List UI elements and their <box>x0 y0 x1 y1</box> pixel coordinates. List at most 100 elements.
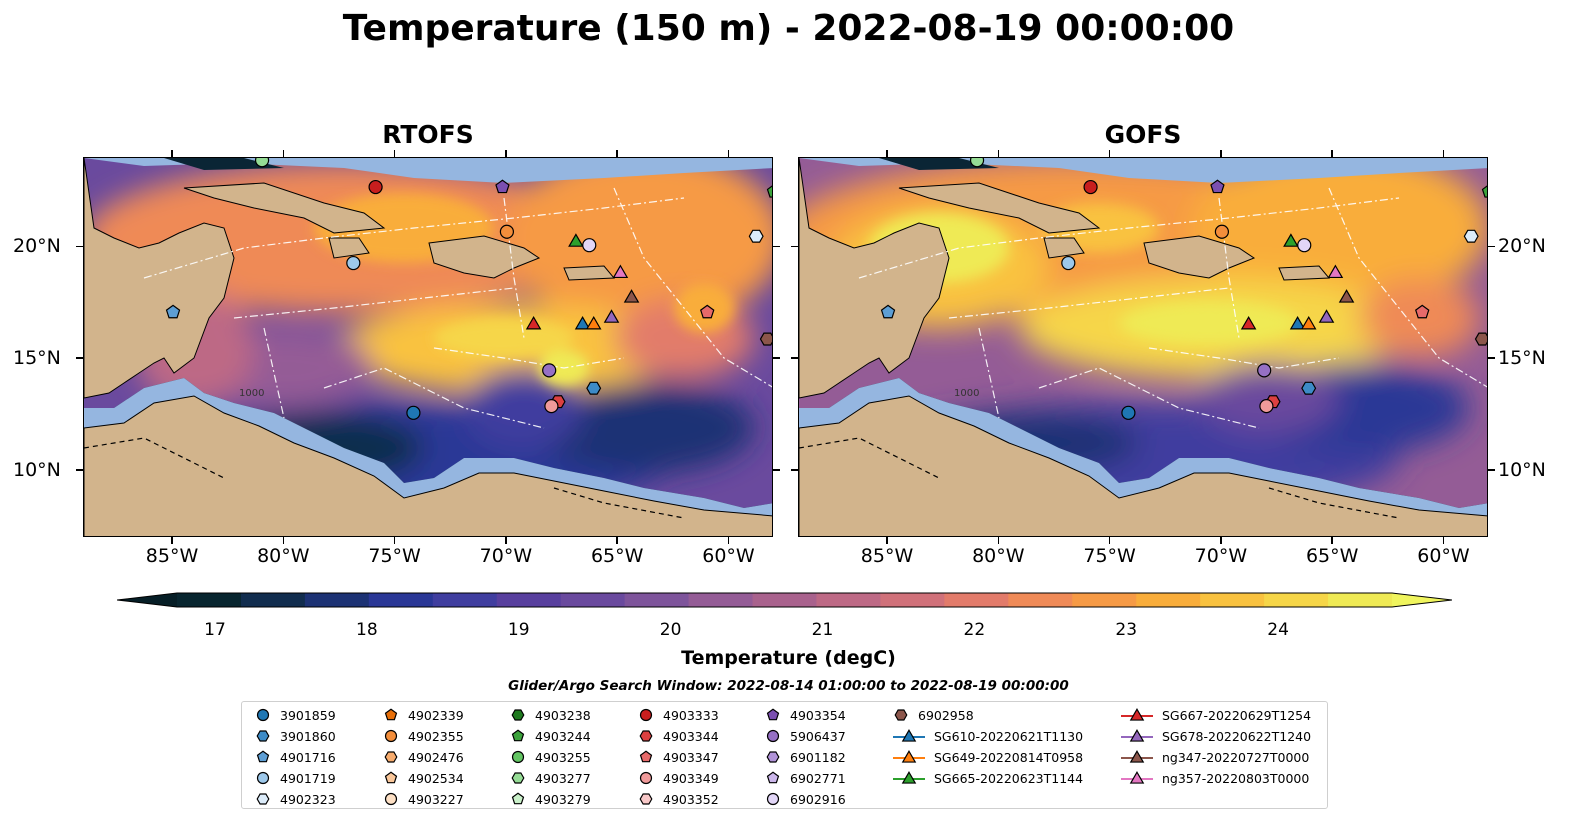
colorbar-tick-label: 24 <box>1267 620 1289 640</box>
y-tick-label: 10°N <box>13 458 61 481</box>
platform-marker <box>585 315 602 330</box>
legend-entry: 4902476 <box>382 747 464 767</box>
legend-marker-icon <box>639 771 653 785</box>
legend-entry: 4903255 <box>509 747 591 767</box>
legend-marker-icon <box>766 792 780 806</box>
platform-marker <box>1210 179 1225 194</box>
legend-label: 4902355 <box>408 728 464 744</box>
panel-title-gofs: GOFS <box>1104 120 1182 149</box>
platform-marker <box>1061 255 1076 271</box>
x-tick-mark-top <box>727 150 730 157</box>
legend-entry: ng347-20220727T0000 <box>1120 747 1309 767</box>
map-gofs[interactable]: 1000 <box>798 157 1488 537</box>
y-tick-mark <box>1488 357 1495 359</box>
y-tick-mark <box>76 357 83 359</box>
y-tick-label: 20°N <box>1498 235 1546 258</box>
legend-marker-icon <box>511 772 525 784</box>
y-tick-mark <box>773 357 780 359</box>
legend-entry: 4903227 <box>382 789 464 809</box>
legend-label: 5906437 <box>790 728 846 744</box>
map-rtofs[interactable]: 1000 <box>83 157 773 537</box>
y-tick-mark <box>773 245 780 248</box>
platform-marker <box>1214 224 1230 239</box>
legend-label: 4903349 <box>663 770 719 786</box>
y-tick-mark <box>76 245 83 248</box>
x-tick-label: 80°W <box>257 545 310 567</box>
platform-marker <box>1318 309 1335 323</box>
legend-label: 6902958 <box>918 707 974 723</box>
legend-entry: 4902339 <box>382 705 464 725</box>
x-tick-mark-top <box>1331 150 1333 157</box>
map-rtofs-canvas: 1000 <box>84 158 772 536</box>
platform-marker <box>1301 381 1317 395</box>
colorbar-segment <box>752 593 817 607</box>
panel-title-rtofs: RTOFS <box>382 120 474 149</box>
legend-label: 4903244 <box>535 728 591 744</box>
legend-entry: 4903349 <box>637 768 719 788</box>
map-gofs-canvas: 1000 <box>799 158 1487 536</box>
colorbar-tick-label: 17 <box>204 620 226 640</box>
colorbar-segment <box>496 593 562 607</box>
platform-marker <box>542 363 557 378</box>
x-tick-mark <box>171 537 173 544</box>
colorbar-segment <box>1328 593 1393 607</box>
colorbar <box>117 592 1452 608</box>
legend-entry: SG610-20220621T1130 <box>892 726 1083 746</box>
legend-marker-icon <box>766 708 780 721</box>
legend-marker-icon <box>766 751 780 763</box>
platform-marker <box>748 229 764 243</box>
country-borders <box>84 437 685 519</box>
x-tick-label: 85°W <box>860 545 914 567</box>
legend-marker-icon <box>1121 771 1153 784</box>
legend-entry: 4903279 <box>509 789 591 809</box>
legend-label: SG649-20220814T0958 <box>934 749 1084 765</box>
legend-entry: SG665-20220623T1144 <box>892 768 1083 788</box>
colorbar-segment <box>1136 593 1201 607</box>
colorbar-segment <box>1072 593 1137 607</box>
x-tick-mark <box>886 537 888 544</box>
y-tick-label: 10°N <box>1498 458 1546 481</box>
colorbar-segment <box>944 593 1009 607</box>
colorbar-tick-label: 20 <box>659 620 682 640</box>
y-tick-mark <box>791 357 798 359</box>
colorbar-tick-label: 18 <box>356 620 378 640</box>
x-tick-mark <box>1331 537 1333 544</box>
platform-marker <box>582 238 597 253</box>
legend-marker-icon <box>639 793 653 805</box>
legend-label: 4902534 <box>408 770 464 786</box>
search-window-text: Glider/Argo Search Window: 2022-08-14 01… <box>508 678 1069 694</box>
colorbar-segment <box>624 593 690 607</box>
colorbar-tick-label: 21 <box>811 620 834 640</box>
x-tick-label: 60°W <box>702 545 755 567</box>
x-tick-mark-top <box>1220 150 1222 157</box>
x-tick-mark <box>282 537 285 544</box>
contour-label: 1000 <box>954 388 979 399</box>
platform-markers <box>165 158 772 420</box>
platform-marker <box>700 304 715 319</box>
legend-marker-icon <box>256 793 270 805</box>
y-tick-mark <box>791 469 798 471</box>
x-tick-mark-top <box>282 150 285 157</box>
platform-marker <box>759 332 772 346</box>
legend-entry: 4903352 <box>637 789 719 809</box>
platform-marker <box>1240 315 1257 330</box>
legend-marker-icon <box>384 729 398 743</box>
legend-entry: 3901860 <box>254 726 336 746</box>
x-tick-mark <box>727 537 730 544</box>
platform-marker <box>1297 238 1312 253</box>
platform-marker <box>1283 233 1299 247</box>
legend-entry: 4901716 <box>254 747 336 767</box>
x-tick-mark-top <box>505 150 507 157</box>
legend-label: 6901182 <box>790 749 846 765</box>
x-tick-mark-top <box>997 150 1000 157</box>
x-tick-mark-top <box>616 150 618 157</box>
platform-marker <box>603 309 620 323</box>
legend-entry: 6901182 <box>764 747 846 767</box>
colorbar-segment <box>816 593 881 607</box>
legend-marker-icon <box>639 708 653 722</box>
x-tick-label: 75°W <box>368 545 421 567</box>
platform-marker <box>1259 399 1274 414</box>
legend-entry: 4903238 <box>509 705 591 725</box>
legend-entry: 3901859 <box>254 705 336 725</box>
x-tick-mark <box>997 537 1000 544</box>
